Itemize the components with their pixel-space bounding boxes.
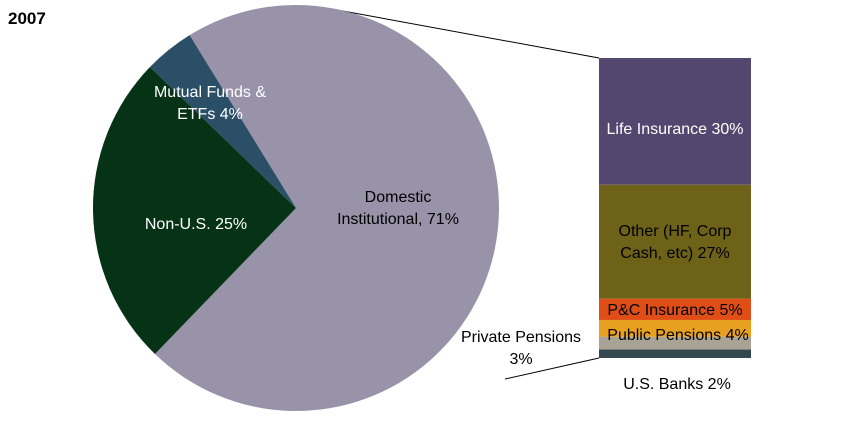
- pie-label-domestic-institutional-71: Domestic Institutional, 71%: [337, 189, 459, 228]
- pie-label-mutual-funds-etfs-4: Mutual Funds & ETFs 4%: [154, 84, 266, 123]
- bar-segment-private-pensions-3: [599, 336, 751, 350]
- bar-label-life-insurance-30: Life Insurance 30%: [607, 121, 744, 138]
- bar-segment-other-hf-corp-cash-etc-27: [599, 184, 751, 299]
- pie-slice-non-u-s-25: [92, 66, 296, 355]
- connector-line-top: [331, 8, 600, 59]
- chart-title: 2007: [8, 9, 46, 28]
- labels: Domestic Institutional, 71% Non-U.S. 25% Mu…: [145, 84, 749, 393]
- pie-slice-domestic-institutional-71: [154, 5, 499, 412]
- bar-label-public-pensions-4: Public Pensions 4%: [607, 327, 748, 344]
- bar-segment-life-insurance-30: [599, 58, 751, 185]
- pie: [92, 5, 499, 412]
- pie-label-non-u-s-25: Non-U.S. 25%: [145, 216, 247, 233]
- bar-label-p-c-insurance-5: P&C Insurance 5%: [607, 302, 742, 319]
- bar-label-u-s-banks-2: U.S. Banks 2%: [623, 376, 731, 393]
- connector-line-bottom: [504, 357, 600, 380]
- connector-lines: [331, 8, 600, 380]
- bar-label-private-pensions-3: Private Pensions 3%: [461, 329, 581, 368]
- bar-segment-p-c-insurance-5: [599, 298, 751, 320]
- bar-segment-public-pensions-4: [599, 319, 751, 337]
- bar-label-other-hf-corp-cash-etc-27: Other (HF, Corp Cash, etc) 27%: [619, 223, 732, 262]
- breakdown-bar: [599, 58, 751, 358]
- bar-segment-u-s-banks-2: [599, 349, 751, 358]
- pie-slice-mutual-funds-etfs-4: [149, 35, 296, 208]
